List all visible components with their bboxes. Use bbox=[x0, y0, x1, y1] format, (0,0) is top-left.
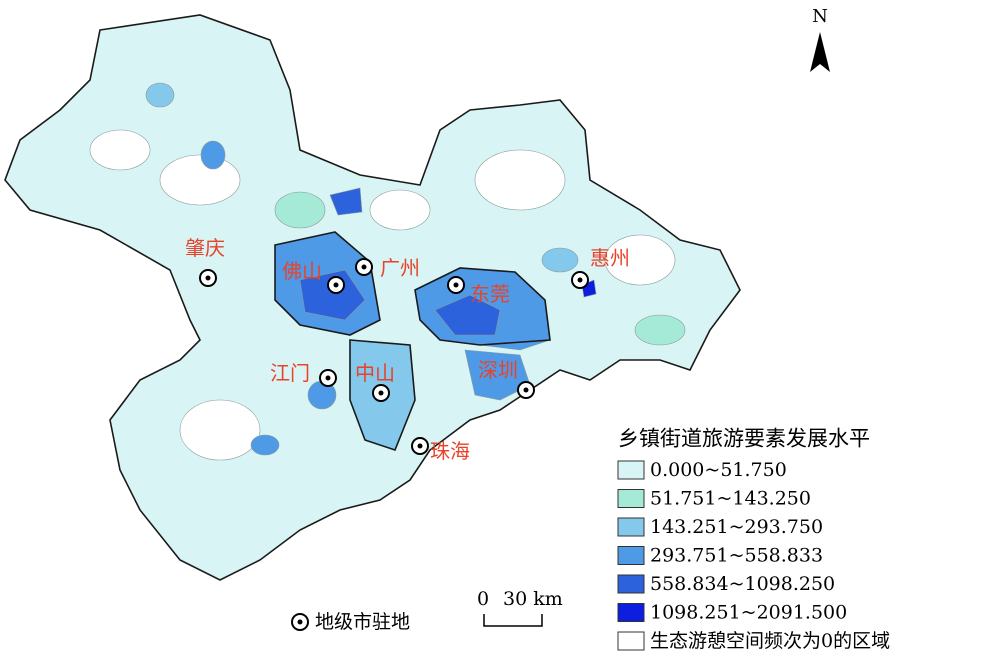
legend-swatch bbox=[617, 546, 645, 565]
base-map bbox=[4, 14, 741, 581]
city-label: 惠州 bbox=[590, 246, 630, 270]
city-label: 中山 bbox=[355, 361, 395, 385]
scale-label: 30 km bbox=[503, 588, 563, 610]
city-label: 深圳 bbox=[478, 358, 518, 382]
region bbox=[200, 140, 226, 170]
region bbox=[299, 269, 366, 321]
legend-swatch bbox=[617, 517, 645, 537]
city-label: 佛山 bbox=[282, 259, 322, 283]
legend-swatch bbox=[617, 489, 645, 508]
city-dot bbox=[417, 443, 423, 449]
city-boundary bbox=[414, 267, 551, 346]
city-dot bbox=[577, 277, 583, 283]
city-dot bbox=[205, 275, 211, 281]
legend: 乡镇街道旅游要素发展水平 0.000~51.750 51.751~143.250 1… bbox=[617, 427, 890, 652]
legend-swatch bbox=[617, 603, 645, 622]
region bbox=[159, 154, 241, 206]
scale-bar: 0 30 km bbox=[477, 588, 563, 627]
city-boundary bbox=[274, 231, 381, 336]
legend-swatch bbox=[617, 574, 645, 594]
city-dot bbox=[523, 387, 529, 393]
region bbox=[274, 191, 326, 229]
city-label: 肇庆 bbox=[185, 236, 225, 260]
legend-label: 558.834~1098.250 bbox=[650, 573, 835, 595]
region bbox=[179, 399, 261, 461]
legend-label: 51.751~143.250 bbox=[650, 488, 811, 510]
legend-title: 乡镇街道旅游要素发展水平 bbox=[618, 427, 870, 451]
region bbox=[634, 314, 686, 346]
north-arrow-shape bbox=[810, 32, 830, 72]
legend-label: 143.251~293.750 bbox=[650, 516, 823, 538]
north-arrow: N bbox=[810, 6, 830, 72]
legend-label: 0.000~51.750 bbox=[650, 459, 787, 481]
region bbox=[369, 189, 431, 231]
city-label: 珠海 bbox=[430, 439, 470, 463]
marker-legend: 地级市驻地 bbox=[291, 611, 410, 633]
region bbox=[250, 434, 280, 456]
region bbox=[474, 149, 566, 211]
city-label: 江门 bbox=[270, 361, 310, 385]
marker-dot bbox=[297, 619, 303, 625]
city-dot bbox=[361, 264, 367, 270]
region bbox=[329, 187, 363, 216]
legend-label: 293.751~558.833 bbox=[650, 545, 823, 567]
city-label: 东莞 bbox=[470, 282, 510, 306]
scale-zero: 0 bbox=[477, 588, 489, 610]
region bbox=[464, 349, 531, 401]
legend-swatch bbox=[617, 460, 645, 480]
marker-legend-label: 地级市驻地 bbox=[315, 611, 410, 633]
city-boundary bbox=[349, 339, 416, 451]
region bbox=[541, 247, 579, 273]
city-label: 广州 bbox=[380, 256, 420, 280]
legend-label: 1098.251~2091.500 bbox=[650, 602, 847, 624]
scale-line bbox=[483, 614, 543, 627]
north-label: N bbox=[812, 6, 828, 27]
region bbox=[89, 129, 151, 171]
city-dot bbox=[378, 390, 384, 396]
city-dot bbox=[325, 375, 331, 381]
region bbox=[604, 234, 676, 286]
legend-label: 生态游憩空间频次为0的区域 bbox=[650, 630, 890, 652]
region bbox=[434, 294, 501, 336]
city-dot bbox=[333, 282, 339, 288]
region bbox=[145, 82, 175, 108]
legend-swatch bbox=[617, 631, 645, 651]
city-dot bbox=[453, 282, 459, 288]
city-boundary bbox=[4, 14, 741, 581]
